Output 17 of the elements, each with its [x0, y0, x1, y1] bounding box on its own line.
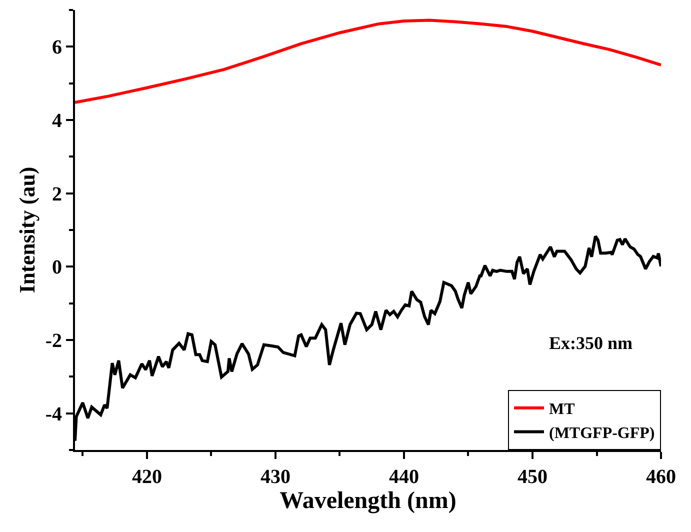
x-tick-label: 440: [388, 466, 419, 488]
y-tick-label: 6: [52, 36, 62, 59]
x-tick-label: 450: [517, 466, 548, 488]
y-tick-label: 2: [52, 183, 62, 206]
annotation: Ex:350 nm: [549, 333, 633, 353]
line-series: [75, 18, 661, 104]
y-tick-label: -4: [45, 403, 62, 426]
x-tick-label: 460: [646, 466, 676, 488]
y-tick-label: -2: [45, 330, 62, 352]
x-tick-label: 420: [132, 466, 162, 488]
y-tick-label: 0: [52, 256, 62, 279]
y-tick-label: 4: [52, 110, 62, 132]
x-axis-title: Wavelength (nm): [280, 488, 456, 514]
legend-label: MT: [549, 401, 576, 418]
legend-label: (MTGFP-GFP): [549, 424, 655, 442]
x-tick-label: 430: [260, 466, 290, 488]
y-axis-title: Intensity (au): [14, 166, 40, 294]
